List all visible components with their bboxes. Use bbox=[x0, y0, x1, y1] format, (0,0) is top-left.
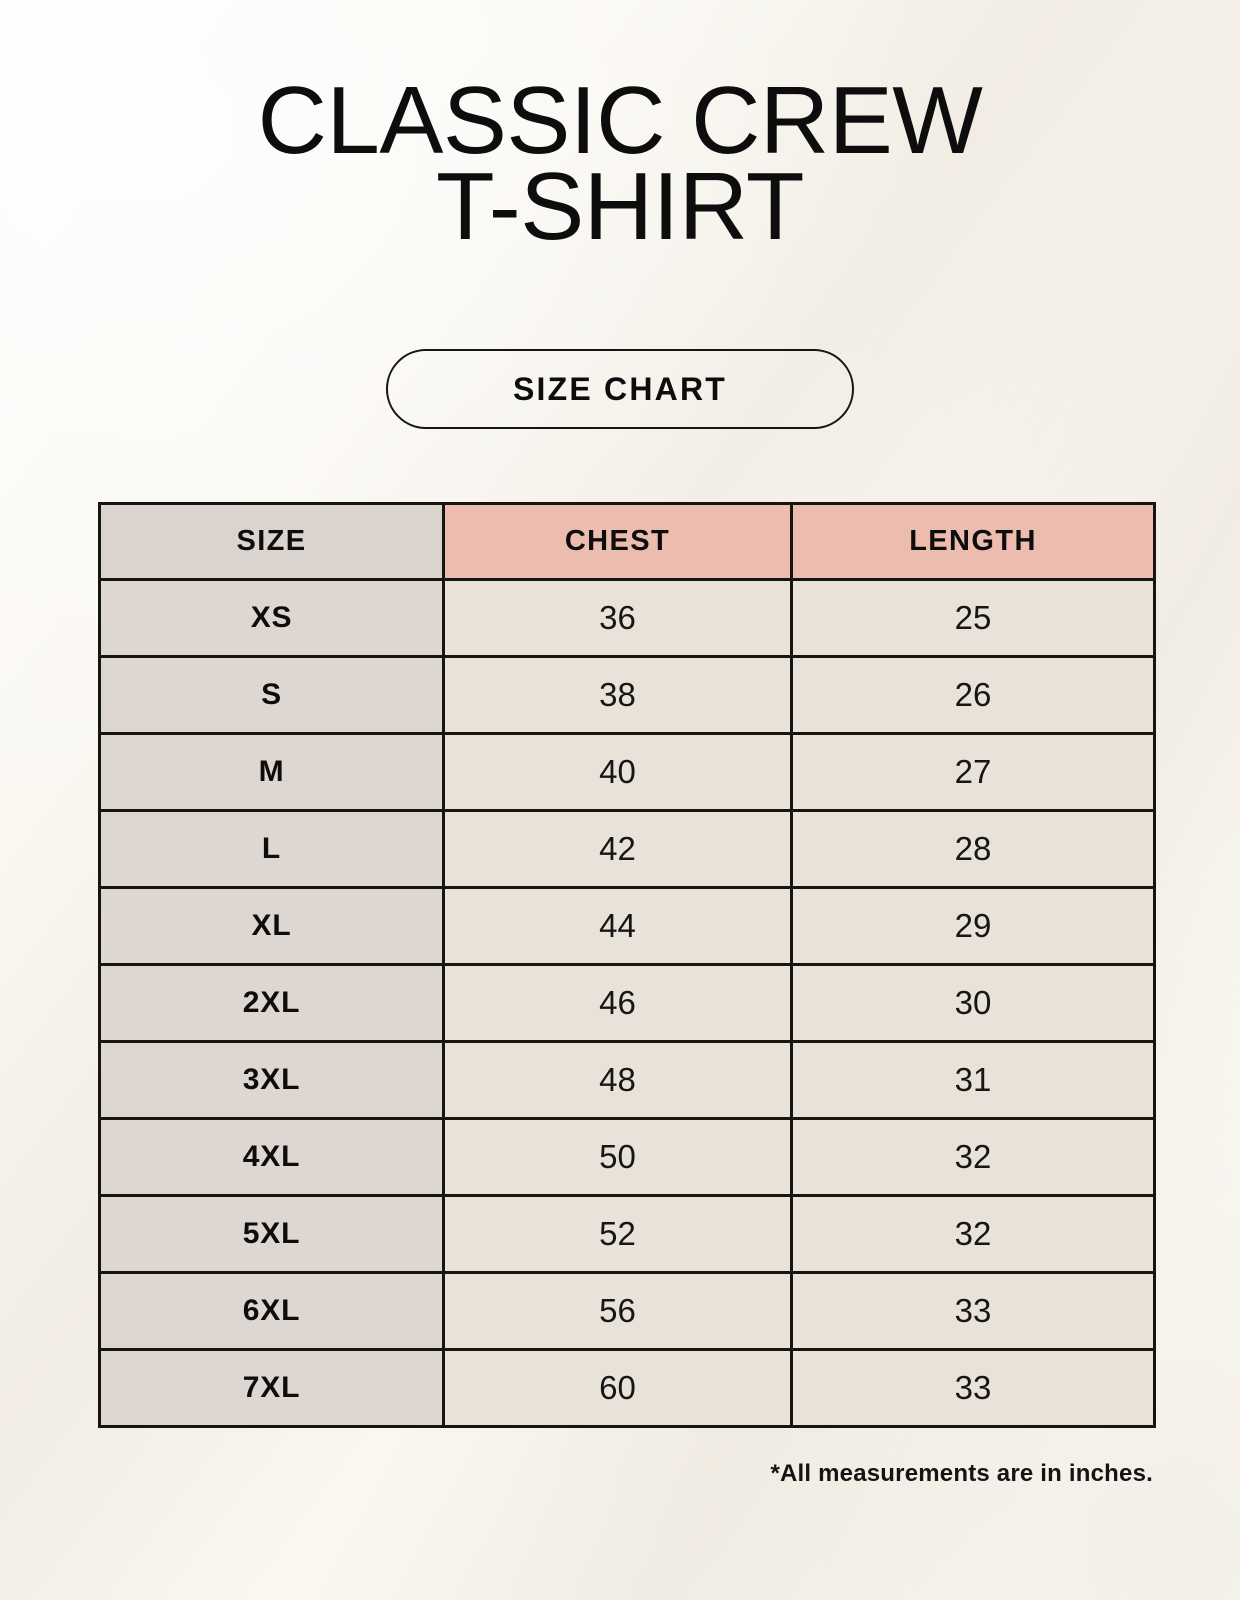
cell-length: 25 bbox=[790, 578, 1156, 658]
cell-size: S bbox=[98, 655, 445, 735]
cell-size: 6XL bbox=[98, 1271, 445, 1351]
table-row: XL 44 29 bbox=[98, 886, 1156, 966]
measurements-footnote: *All measurements are in inches. bbox=[770, 1460, 1153, 1487]
cell-size: XS bbox=[98, 578, 445, 658]
cell-chest: 42 bbox=[442, 809, 793, 889]
cell-length: 27 bbox=[790, 732, 1156, 812]
column-header-size: SIZE bbox=[98, 502, 445, 581]
cell-length: 30 bbox=[790, 963, 1156, 1043]
table-row: S 38 26 bbox=[98, 655, 1156, 735]
table-row: M 40 27 bbox=[98, 732, 1156, 812]
title-line-2: T-SHIRT bbox=[435, 153, 805, 260]
page-title: CLASSIC CREW T-SHIRT bbox=[0, 67, 1240, 260]
cell-size: M bbox=[98, 732, 445, 812]
table-row: 3XL 48 31 bbox=[98, 1040, 1156, 1120]
table-row: L 42 28 bbox=[98, 809, 1156, 889]
cell-size: L bbox=[98, 809, 445, 889]
size-chart-badge: SIZE CHART bbox=[386, 349, 854, 429]
cell-chest: 50 bbox=[442, 1117, 793, 1197]
size-chart-badge-label: SIZE CHART bbox=[513, 370, 727, 407]
cell-chest: 40 bbox=[442, 732, 793, 812]
cell-chest: 38 bbox=[442, 655, 793, 735]
cell-chest: 36 bbox=[442, 578, 793, 658]
table-header-row: SIZE CHEST LENGTH bbox=[98, 502, 1156, 581]
table-row: 5XL 52 32 bbox=[98, 1194, 1156, 1274]
cell-size: 5XL bbox=[98, 1194, 445, 1274]
cell-length: 32 bbox=[790, 1194, 1156, 1274]
size-table: SIZE CHEST LENGTH XS 36 25 S 38 26 M bbox=[98, 502, 1156, 1428]
cell-chest: 52 bbox=[442, 1194, 793, 1274]
column-header-length: LENGTH bbox=[790, 502, 1156, 581]
size-table-container: SIZE CHEST LENGTH XS 36 25 S 38 26 M bbox=[98, 502, 1156, 1428]
cell-length: 26 bbox=[790, 655, 1156, 735]
cell-size: XL bbox=[98, 886, 445, 966]
cell-length: 32 bbox=[790, 1117, 1156, 1197]
cell-length: 29 bbox=[790, 886, 1156, 966]
cell-length: 33 bbox=[790, 1348, 1156, 1428]
cell-size: 2XL bbox=[98, 963, 445, 1043]
cell-size: 7XL bbox=[98, 1348, 445, 1428]
table-body: XS 36 25 S 38 26 M 40 27 L 42 28 bbox=[98, 578, 1156, 1428]
column-header-chest: CHEST bbox=[442, 502, 793, 581]
cell-length: 33 bbox=[790, 1271, 1156, 1351]
cell-size: 4XL bbox=[98, 1117, 445, 1197]
cell-chest: 60 bbox=[442, 1348, 793, 1428]
title-line-1: CLASSIC CREW bbox=[257, 67, 983, 174]
table-header: SIZE CHEST LENGTH bbox=[98, 502, 1156, 581]
cell-length: 31 bbox=[790, 1040, 1156, 1120]
cell-chest: 46 bbox=[442, 963, 793, 1043]
cell-chest: 56 bbox=[442, 1271, 793, 1351]
table-row: 4XL 50 32 bbox=[98, 1117, 1156, 1197]
cell-chest: 44 bbox=[442, 886, 793, 966]
badge-row: SIZE CHART bbox=[0, 349, 1240, 429]
cell-length: 28 bbox=[790, 809, 1156, 889]
cell-size: 3XL bbox=[98, 1040, 445, 1120]
table-row: 6XL 56 33 bbox=[98, 1271, 1156, 1351]
table-row: 7XL 60 33 bbox=[98, 1348, 1156, 1428]
cell-chest: 48 bbox=[442, 1040, 793, 1120]
table-row: 2XL 46 30 bbox=[98, 963, 1156, 1043]
table-row: XS 36 25 bbox=[98, 578, 1156, 658]
